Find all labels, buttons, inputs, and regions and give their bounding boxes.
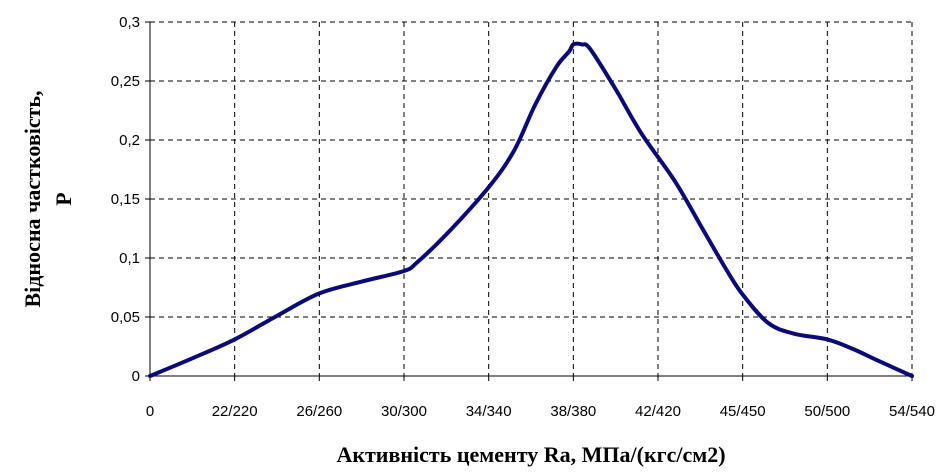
x-tick-label: 22/220 [212, 403, 258, 420]
x-tick-label: 30/300 [381, 403, 427, 420]
y-tick-label: 0,3 [119, 14, 140, 31]
x-tick-label: 42/420 [635, 403, 681, 420]
x-tick-label: 0 [146, 403, 154, 420]
series-line [148, 41, 914, 378]
x-tick-label: 26/260 [296, 403, 342, 420]
x-tick-label: 34/340 [466, 403, 512, 420]
tick-labels: 0 0,05 0,1 0,15 0,2 0,25 0,3 0 22/220 26/260 30/30… [111, 14, 935, 420]
y-tick-label: 0,1 [119, 250, 140, 267]
y-tick-label: 0,15 [111, 191, 140, 208]
y-axis-title-line2: P [51, 192, 76, 205]
x-tick-label: 54/540 [889, 403, 935, 420]
y-tick-label: 0,25 [111, 73, 140, 90]
x-tick-label: 50/500 [804, 403, 850, 420]
y-axis-title-line1: Відносна частковість, [20, 90, 45, 307]
x-tick-label: 38/380 [550, 403, 596, 420]
y-tick-label: 0 [132, 368, 140, 385]
y-axis-title: Відносна частковість, P [20, 90, 76, 307]
x-axis-title: Активність цементу Ra, МПа/(кгс/см2) [336, 442, 725, 467]
series [148, 41, 914, 378]
y-tick-label: 0,2 [119, 132, 140, 149]
x-tick-label: 45/450 [720, 403, 766, 420]
grid [150, 21, 913, 376]
y-tick-label: 0,05 [111, 309, 140, 326]
